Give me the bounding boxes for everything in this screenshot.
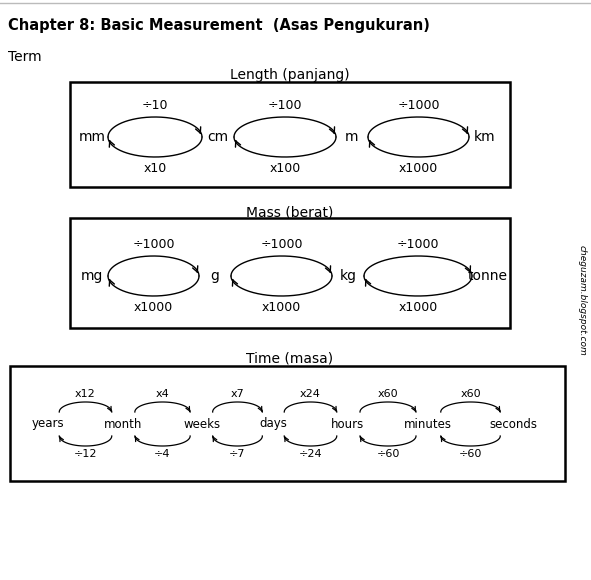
Text: ÷12: ÷12 xyxy=(74,449,98,459)
Text: cm: cm xyxy=(207,130,229,144)
Text: ÷1000: ÷1000 xyxy=(260,238,303,251)
Text: x10: x10 xyxy=(144,162,167,175)
Bar xyxy=(70,218,510,328)
Text: weeks: weeks xyxy=(183,418,220,430)
Bar xyxy=(10,366,565,481)
Text: hours: hours xyxy=(332,418,365,430)
Text: ÷24: ÷24 xyxy=(298,449,322,459)
Text: cheguzam.blogspot.com: cheguzam.blogspot.com xyxy=(577,245,586,356)
Text: Mass (berat): Mass (berat) xyxy=(246,205,334,219)
Text: x7: x7 xyxy=(230,389,244,399)
Text: month: month xyxy=(104,418,142,430)
Text: ÷60: ÷60 xyxy=(376,449,400,459)
Text: mg: mg xyxy=(81,269,103,283)
Text: x60: x60 xyxy=(460,389,481,399)
Text: ÷7: ÷7 xyxy=(229,449,246,459)
Text: years: years xyxy=(32,418,64,430)
Text: x1000: x1000 xyxy=(399,162,438,175)
Text: Chapter 8: Basic Measurement  (Asas Pengukuran): Chapter 8: Basic Measurement (Asas Pengu… xyxy=(8,18,430,33)
Text: ÷60: ÷60 xyxy=(459,449,482,459)
Text: km: km xyxy=(474,130,496,144)
Text: ÷1000: ÷1000 xyxy=(132,238,175,251)
Text: mm: mm xyxy=(79,130,106,144)
Text: ÷100: ÷100 xyxy=(268,99,302,112)
Text: g: g xyxy=(210,269,219,283)
Text: tonne: tonne xyxy=(468,269,508,283)
Text: m: m xyxy=(345,130,359,144)
Text: kg: kg xyxy=(339,269,356,283)
Text: x1000: x1000 xyxy=(398,301,437,314)
Text: minutes: minutes xyxy=(404,418,452,430)
Text: ÷4: ÷4 xyxy=(154,449,171,459)
Text: Time (masa): Time (masa) xyxy=(246,352,333,366)
Text: Term: Term xyxy=(8,50,41,64)
Bar xyxy=(70,82,510,187)
Text: x24: x24 xyxy=(300,389,321,399)
Text: Length (panjang): Length (panjang) xyxy=(230,68,350,82)
Text: x4: x4 xyxy=(155,389,170,399)
Text: x12: x12 xyxy=(75,389,96,399)
Text: x1000: x1000 xyxy=(262,301,301,314)
Text: days: days xyxy=(259,418,287,430)
Text: x100: x100 xyxy=(269,162,301,175)
Text: ÷1000: ÷1000 xyxy=(397,238,439,251)
Text: ÷1000: ÷1000 xyxy=(397,99,440,112)
Text: x1000: x1000 xyxy=(134,301,173,314)
Text: seconds: seconds xyxy=(489,418,537,430)
Text: ÷10: ÷10 xyxy=(142,99,168,112)
Text: x60: x60 xyxy=(378,389,398,399)
